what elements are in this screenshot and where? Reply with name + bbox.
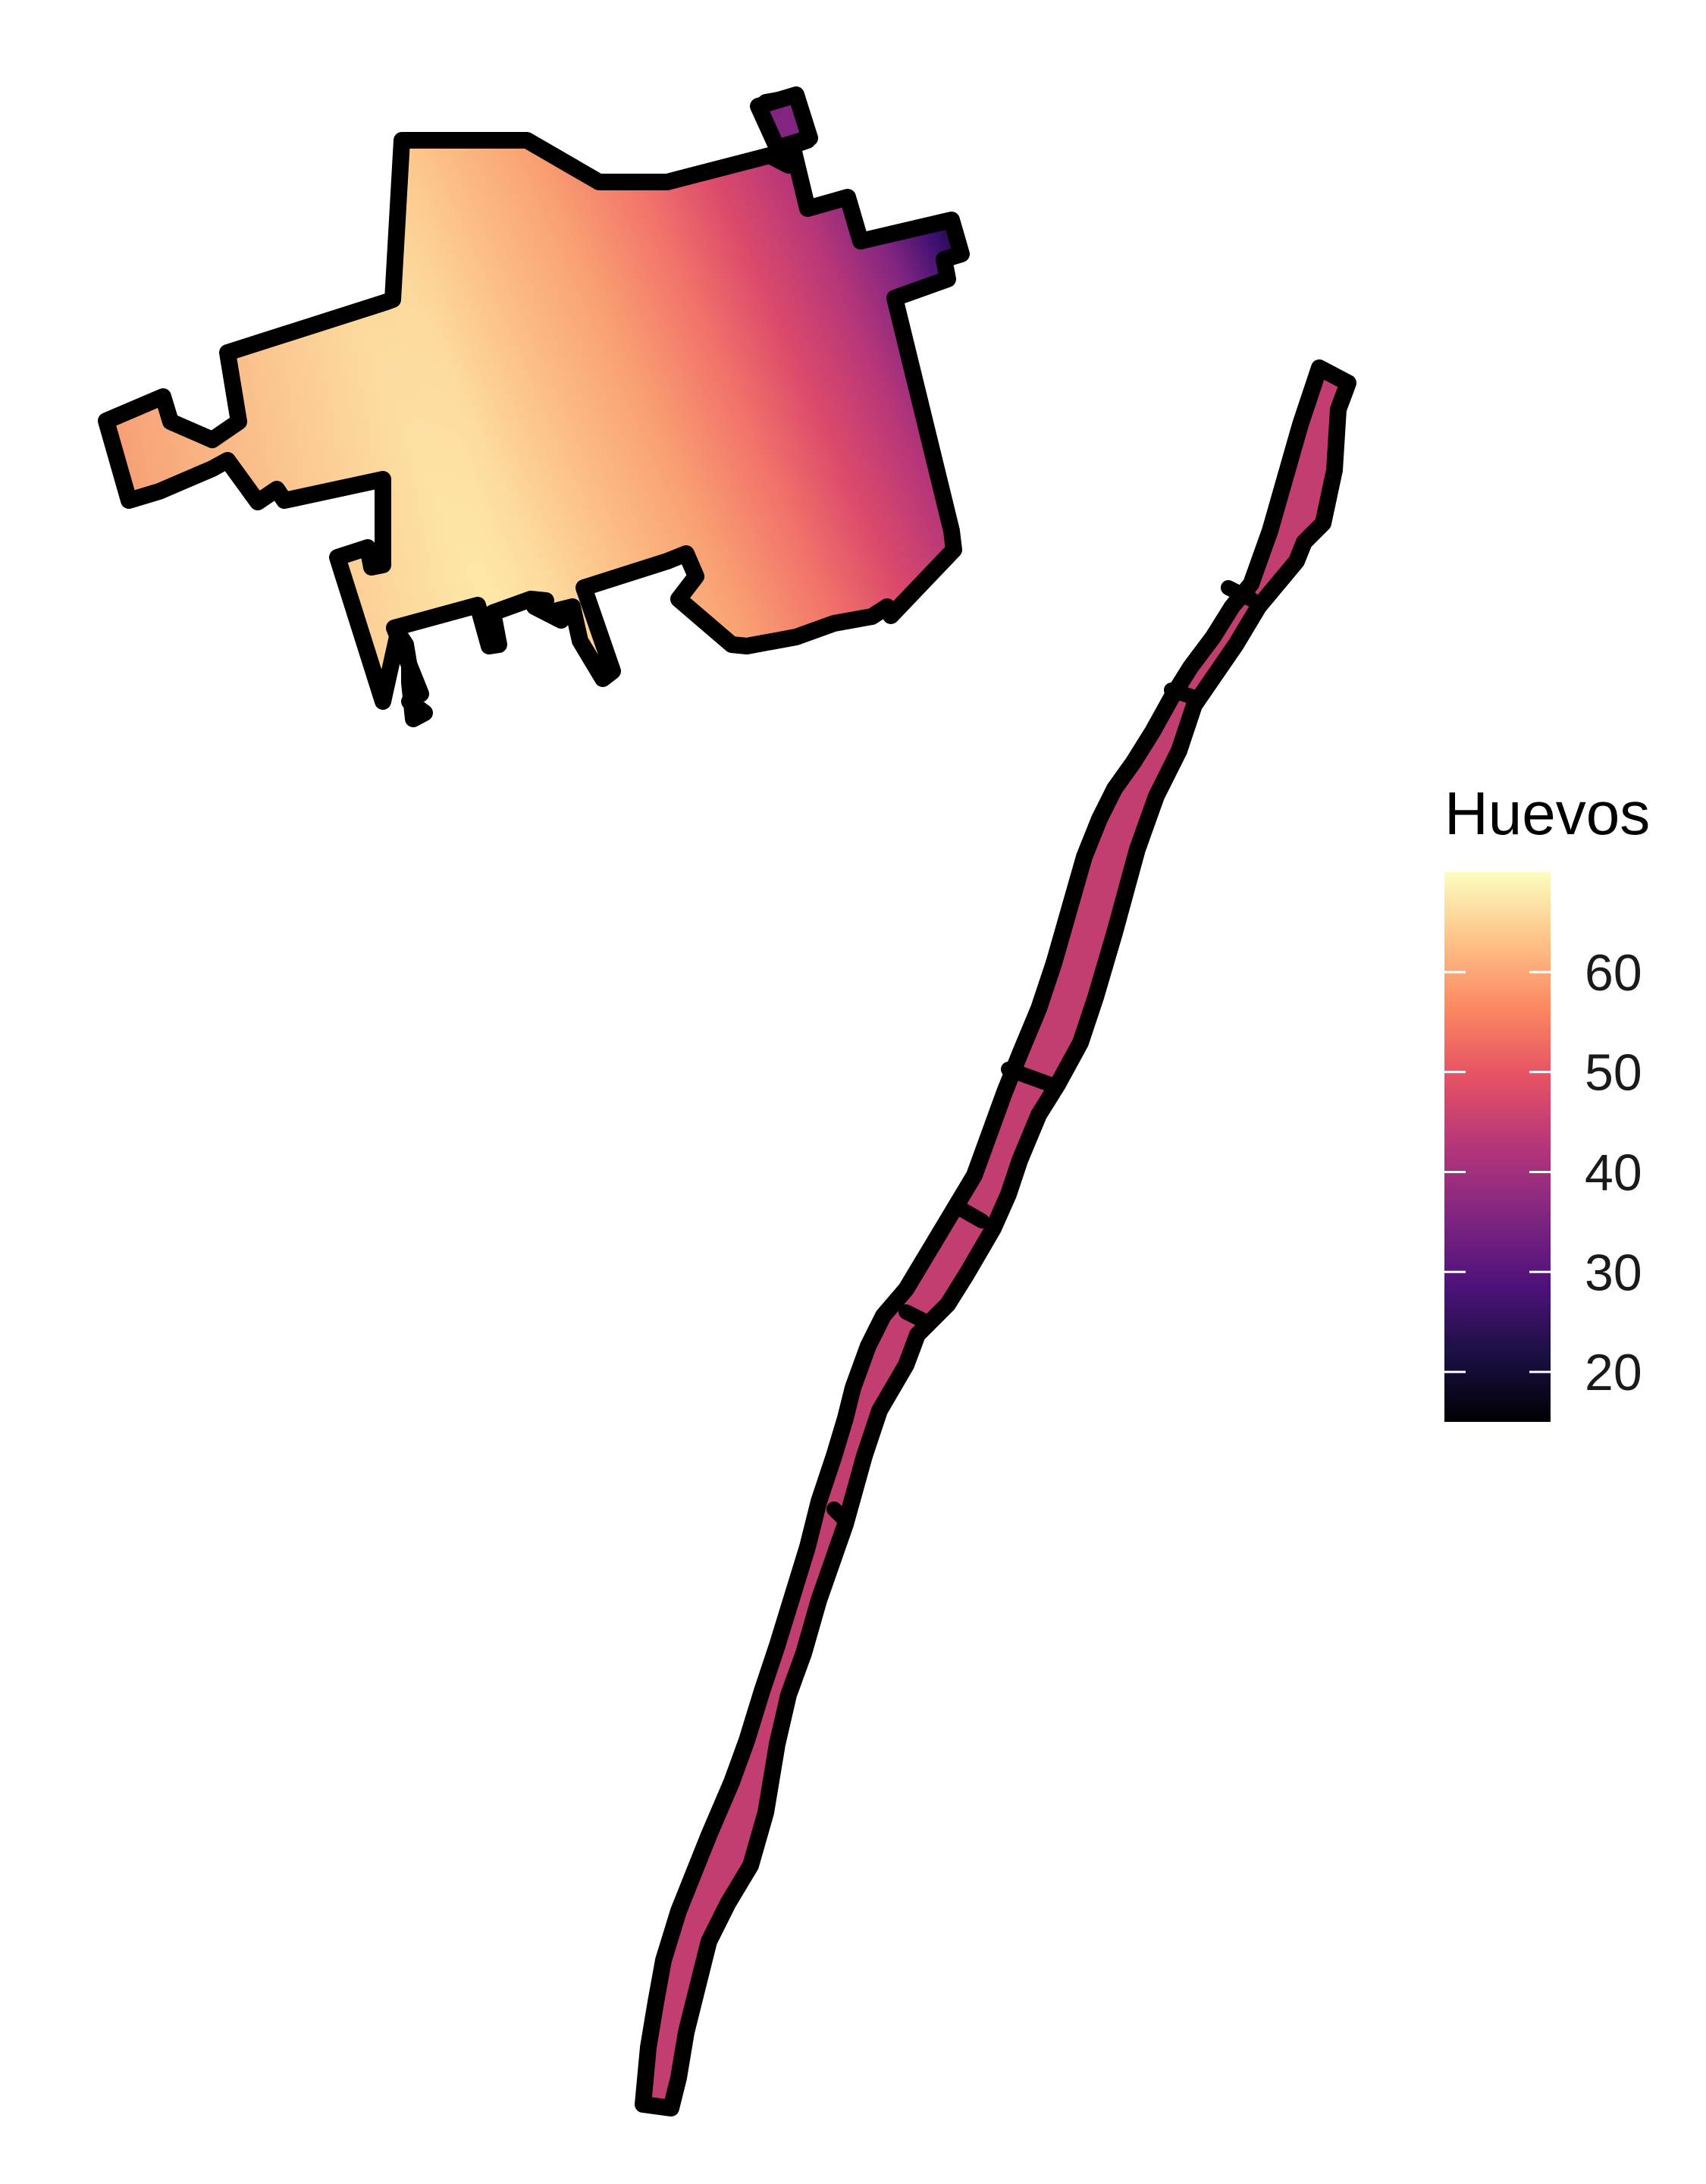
region-large-outline	[98, 89, 970, 727]
legend-ticks: 20 30 40 50 60	[1444, 944, 1642, 1401]
legend-tick-label: 50	[1585, 1044, 1642, 1102]
region-strip	[635, 359, 1356, 2117]
legend-tick-label: 20	[1585, 1344, 1642, 1401]
legend-tick-label: 40	[1585, 1144, 1642, 1201]
region-strip-shape	[635, 359, 1356, 2117]
legend-colorbar	[1444, 872, 1551, 1422]
legend: Huevos 20 30 40 50 60	[1444, 780, 1650, 1422]
region-large-islet	[750, 86, 818, 156]
region-large-shade	[106, 97, 961, 719]
legend-title: Huevos	[1444, 780, 1650, 847]
legend-tick-label: 30	[1585, 1244, 1642, 1301]
legend-tick-label: 60	[1585, 944, 1642, 1002]
region-large	[98, 86, 970, 727]
region-strip-separators	[826, 580, 1259, 1524]
